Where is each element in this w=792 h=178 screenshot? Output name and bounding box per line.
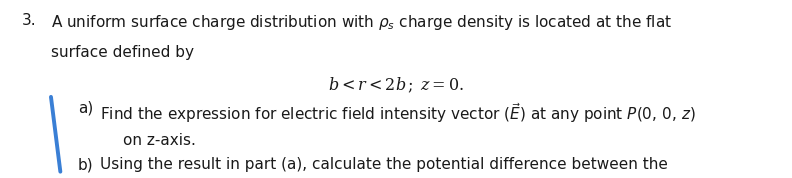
- Text: Find the expression for electric field intensity vector ($\vec{E}$) at any point: Find the expression for electric field i…: [100, 101, 696, 125]
- Text: $b < r < 2b\,;\; z = 0.$: $b < r < 2b\,;\; z = 0.$: [328, 75, 464, 95]
- Text: a): a): [78, 101, 93, 116]
- Text: b): b): [78, 157, 93, 172]
- Text: surface defined by: surface defined by: [51, 44, 193, 60]
- Text: A uniform surface charge distribution with $\rho_s$ charge density is located at: A uniform surface charge distribution wi…: [51, 13, 672, 32]
- Text: Using the result in part (a), calculate the potential difference between the: Using the result in part (a), calculate …: [100, 157, 668, 172]
- Text: on z-axis.: on z-axis.: [123, 134, 196, 148]
- Text: 3.: 3.: [22, 13, 36, 28]
